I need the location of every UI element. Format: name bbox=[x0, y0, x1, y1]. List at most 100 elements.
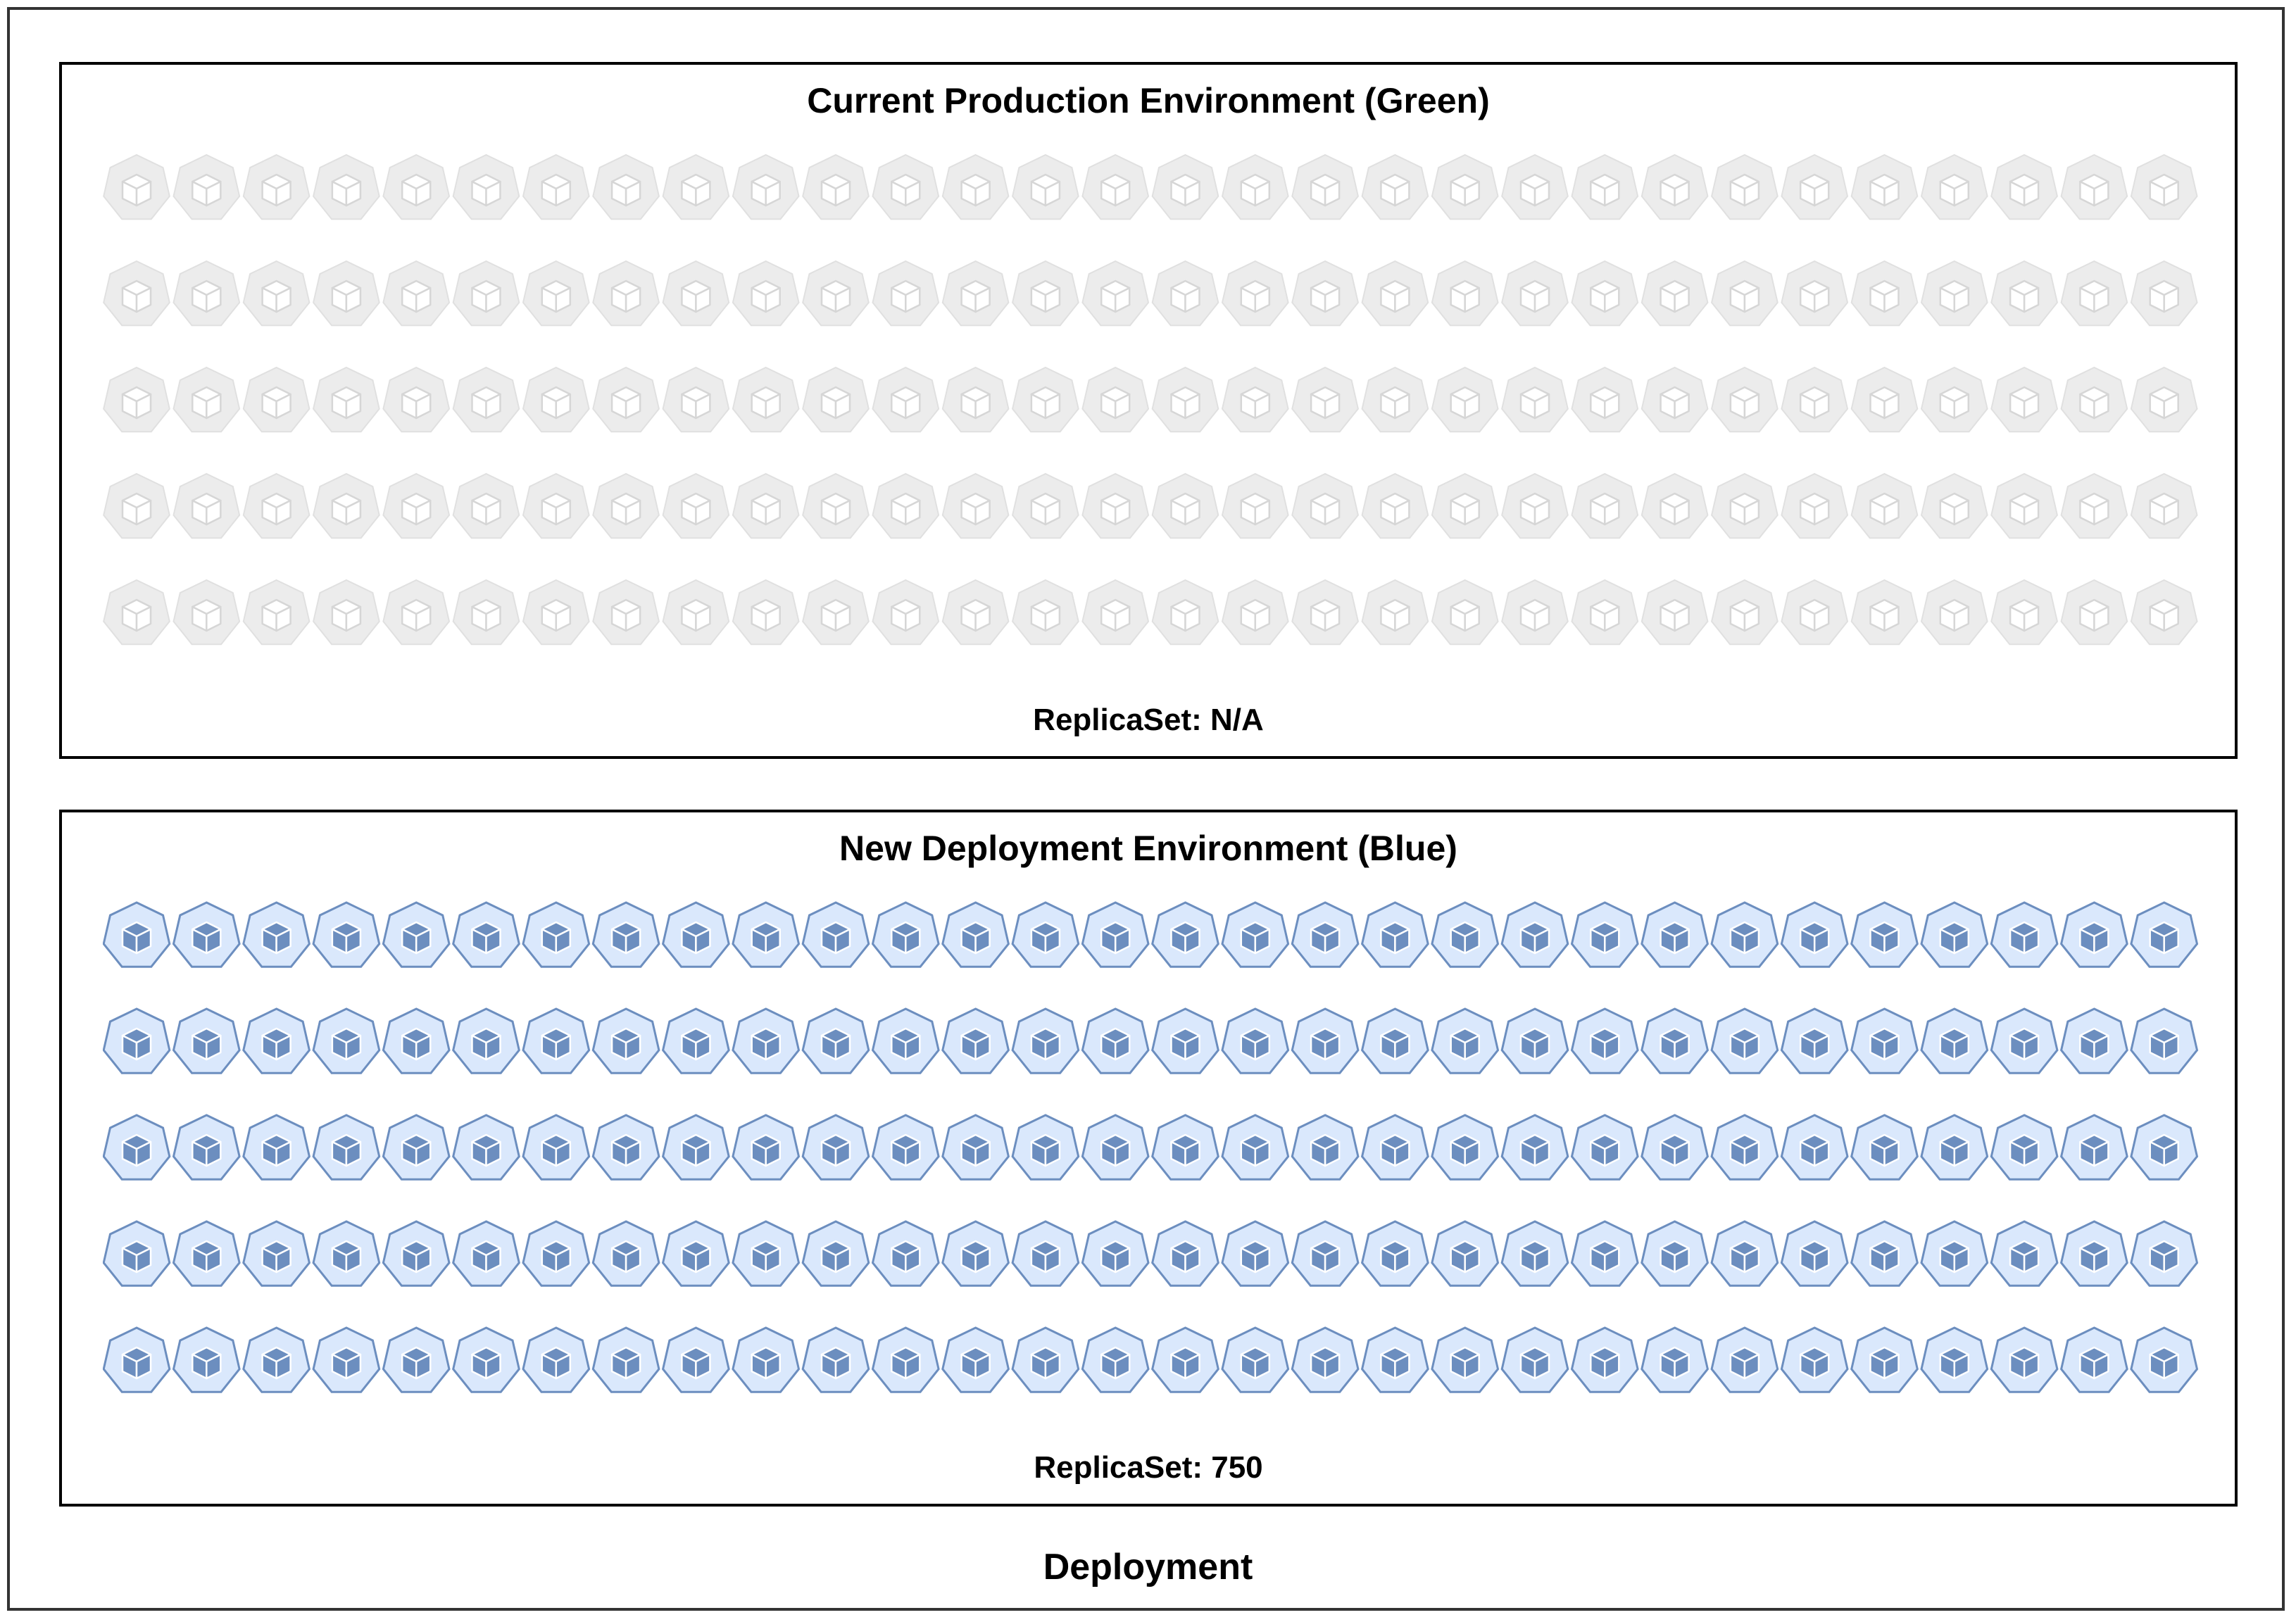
kubernetes-pod-icon bbox=[661, 1220, 730, 1287]
kubernetes-pod-icon bbox=[732, 901, 801, 968]
kubernetes-pod-icon bbox=[1710, 1114, 1779, 1181]
kubernetes-pod-icon bbox=[452, 472, 520, 539]
kubernetes-pod-icon bbox=[172, 472, 241, 539]
kubernetes-pod-icon bbox=[1990, 472, 2058, 539]
kubernetes-pod-icon bbox=[1431, 1114, 1500, 1181]
kubernetes-pod-icon bbox=[522, 1114, 591, 1181]
kubernetes-pod-icon bbox=[242, 1007, 311, 1074]
kubernetes-pod-icon bbox=[103, 1114, 171, 1181]
kubernetes-pod-icon bbox=[801, 1220, 870, 1287]
kubernetes-pod-icon bbox=[1641, 901, 1710, 968]
kubernetes-pod-icon bbox=[103, 901, 171, 968]
kubernetes-pod-icon bbox=[1501, 472, 1569, 539]
kubernetes-pod-icon bbox=[1360, 1220, 1429, 1287]
kubernetes-pod-icon bbox=[242, 901, 311, 968]
kubernetes-pod-icon bbox=[1920, 260, 1988, 327]
kubernetes-pod-icon bbox=[1011, 901, 1080, 968]
kubernetes-pod-icon bbox=[592, 579, 660, 646]
kubernetes-pod-icon bbox=[1501, 260, 1569, 327]
kubernetes-pod-icon bbox=[1291, 901, 1360, 968]
kubernetes-pod-icon bbox=[732, 153, 800, 220]
kubernetes-pod-icon bbox=[2059, 1326, 2128, 1393]
kubernetes-pod-icon bbox=[872, 260, 940, 327]
kubernetes-pod-icon bbox=[2060, 472, 2128, 539]
kubernetes-pod-icon bbox=[242, 1326, 311, 1393]
kubernetes-pod-icon bbox=[941, 901, 1010, 968]
kubernetes-pod-icon bbox=[1291, 1326, 1360, 1393]
kubernetes-pod-icon bbox=[103, 472, 170, 539]
kubernetes-pod-icon bbox=[103, 1326, 171, 1393]
kubernetes-pod-icon bbox=[1081, 472, 1150, 539]
kubernetes-pod-icon bbox=[1920, 1114, 1989, 1181]
kubernetes-pod-icon bbox=[2130, 1007, 2199, 1074]
kubernetes-pod-icon bbox=[452, 1007, 520, 1074]
kubernetes-pod-icon bbox=[1711, 472, 1779, 539]
kubernetes-pod-icon bbox=[1221, 901, 1290, 968]
blue-pod-grid bbox=[103, 901, 2201, 1436]
kubernetes-pod-icon bbox=[1571, 472, 1639, 539]
kubernetes-pod-icon bbox=[1081, 901, 1150, 968]
kubernetes-pod-icon bbox=[1501, 366, 1569, 433]
kubernetes-pod-icon bbox=[1920, 579, 1988, 646]
kubernetes-pod-icon bbox=[732, 1326, 801, 1393]
kubernetes-pod-icon bbox=[592, 472, 660, 539]
kubernetes-pod-icon bbox=[313, 579, 380, 646]
kubernetes-pod-icon bbox=[591, 1007, 660, 1074]
kubernetes-pod-icon bbox=[1501, 579, 1569, 646]
pod-grid-svg bbox=[103, 153, 2198, 646]
kubernetes-pod-icon bbox=[1360, 1114, 1429, 1181]
kubernetes-pod-icon bbox=[732, 1114, 801, 1181]
kubernetes-pod-icon bbox=[1081, 153, 1150, 220]
kubernetes-pod-icon bbox=[1571, 260, 1639, 327]
kubernetes-pod-icon bbox=[1990, 579, 2058, 646]
kubernetes-pod-icon bbox=[1291, 366, 1359, 433]
kubernetes-pod-icon bbox=[242, 366, 310, 433]
kubernetes-pod-icon bbox=[801, 1114, 870, 1181]
deployment-label: Deployment bbox=[1043, 1547, 1253, 1588]
kubernetes-pod-icon bbox=[312, 1114, 381, 1181]
kubernetes-pod-icon bbox=[802, 366, 870, 433]
kubernetes-pod-icon bbox=[522, 153, 590, 220]
kubernetes-pod-icon bbox=[1291, 1220, 1360, 1287]
kubernetes-pod-icon bbox=[1990, 1220, 2059, 1287]
kubernetes-pod-icon bbox=[522, 1007, 591, 1074]
kubernetes-pod-icon bbox=[172, 260, 241, 327]
kubernetes-pod-icon bbox=[1641, 579, 1709, 646]
kubernetes-pod-icon bbox=[1500, 1326, 1569, 1393]
kubernetes-pod-icon bbox=[1431, 366, 1499, 433]
kubernetes-pod-icon bbox=[103, 1007, 171, 1074]
kubernetes-pod-icon bbox=[242, 260, 310, 327]
kubernetes-pod-icon bbox=[1570, 1007, 1639, 1074]
kubernetes-pod-icon bbox=[1012, 260, 1079, 327]
kubernetes-pod-icon bbox=[312, 901, 381, 968]
blue-environment-panel: New Deployment Environment (Blue) Replic… bbox=[59, 810, 2238, 1507]
kubernetes-pod-icon bbox=[1850, 153, 1919, 220]
kubernetes-pod-icon bbox=[1361, 153, 1429, 220]
kubernetes-pod-icon bbox=[2059, 901, 2128, 968]
kubernetes-pod-icon bbox=[2130, 1326, 2199, 1393]
kubernetes-pod-icon bbox=[1221, 1326, 1290, 1393]
deployment-container bbox=[7, 7, 2285, 1611]
kubernetes-pod-icon bbox=[1151, 579, 1219, 646]
kubernetes-pod-icon bbox=[1850, 260, 1919, 327]
kubernetes-pod-icon bbox=[661, 901, 730, 968]
kubernetes-pod-icon bbox=[172, 1114, 241, 1181]
kubernetes-pod-icon bbox=[941, 579, 1010, 646]
kubernetes-pod-icon bbox=[172, 901, 241, 968]
kubernetes-pod-icon bbox=[2060, 260, 2128, 327]
kubernetes-pod-icon bbox=[1221, 1007, 1290, 1074]
kubernetes-pod-icon bbox=[1641, 1007, 1710, 1074]
kubernetes-pod-icon bbox=[1920, 1007, 1989, 1074]
kubernetes-pod-icon bbox=[592, 260, 660, 327]
kubernetes-pod-icon bbox=[1291, 1007, 1360, 1074]
kubernetes-pod-icon bbox=[661, 1114, 730, 1181]
kubernetes-pod-icon bbox=[103, 579, 170, 646]
kubernetes-pod-icon bbox=[1081, 579, 1150, 646]
kubernetes-pod-icon bbox=[872, 579, 940, 646]
kubernetes-pod-icon bbox=[1710, 901, 1779, 968]
kubernetes-pod-icon bbox=[1291, 153, 1359, 220]
kubernetes-pod-icon bbox=[1361, 472, 1429, 539]
kubernetes-pod-icon bbox=[103, 366, 170, 433]
kubernetes-pod-icon bbox=[1781, 366, 1849, 433]
kubernetes-pod-icon bbox=[1221, 260, 1289, 327]
